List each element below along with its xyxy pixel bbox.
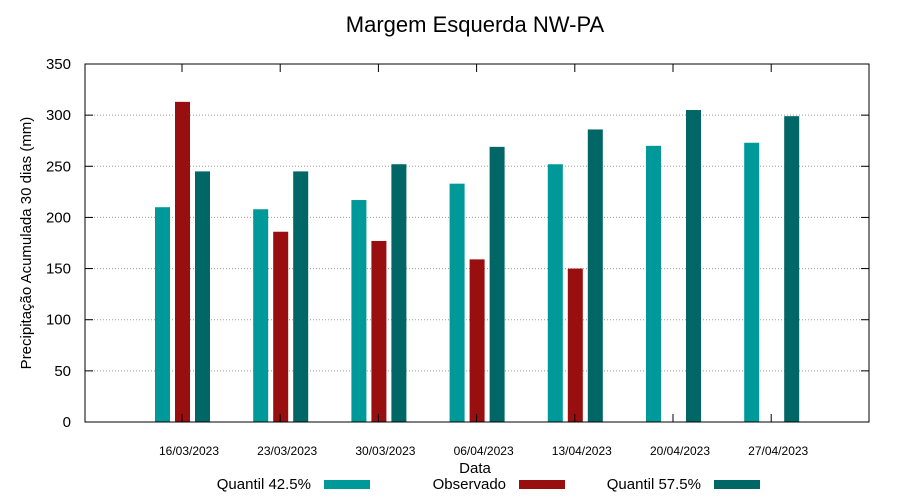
- y-tick-label: 150: [46, 261, 71, 278]
- legend-swatch: [519, 480, 565, 489]
- y-tick-label: 200: [46, 209, 71, 226]
- bar: [351, 200, 367, 422]
- x-tick-label: 16/03/2023: [159, 444, 219, 458]
- x-tick-label: 20/04/2023: [650, 444, 710, 458]
- bar: [587, 129, 603, 422]
- bar: [449, 183, 465, 422]
- legend-label: Observado: [433, 476, 506, 493]
- x-axis-ticks: 16/03/2023 23/03/2023 30/03/2023 06/04/2023…: [159, 64, 809, 458]
- bar: [391, 164, 407, 423]
- x-axis-label: Data: [459, 460, 491, 477]
- legend-label: Quantil 42.5%: [217, 476, 311, 493]
- bar: [489, 146, 505, 422]
- bar: [469, 259, 485, 422]
- bar: [744, 142, 760, 422]
- legend-swatch: [714, 480, 760, 489]
- x-tick-label: 13/04/2023: [552, 444, 612, 458]
- y-axis-label: Precipitação Acumulada 30 dias (mm): [18, 117, 35, 370]
- x-tick-label: 30/03/2023: [355, 444, 415, 458]
- bars: [155, 101, 800, 423]
- x-tick-label: 06/04/2023: [454, 444, 514, 458]
- y-tick-label: 350: [46, 56, 71, 73]
- bar: [155, 207, 170, 422]
- y-tick-label: 250: [46, 158, 71, 175]
- bar: [686, 110, 701, 423]
- legend-label: Quantil 57.5%: [607, 476, 701, 493]
- bar: [646, 145, 661, 423]
- x-tick-label: 27/04/2023: [748, 444, 808, 458]
- x-tick-label: 23/03/2023: [257, 444, 317, 458]
- bar: [547, 164, 563, 423]
- legend-swatch: [324, 480, 370, 489]
- bar: [253, 209, 269, 422]
- bar: [195, 171, 210, 422]
- y-tick-label: 100: [46, 312, 71, 329]
- chart-title: Margem Esquerda NW-PA: [346, 12, 605, 37]
- y-tick-label: 0: [63, 414, 71, 431]
- legend: Quantil 42.5% Observado Quantil 57.5%: [217, 476, 760, 493]
- bar: [784, 116, 800, 422]
- y-tick-label: 50: [54, 363, 71, 380]
- bar: [293, 171, 309, 422]
- bar: [567, 268, 583, 422]
- y-axis-ticks: 0 50 100 150 200 250 300 350: [46, 56, 869, 431]
- y-tick-label: 300: [46, 107, 71, 124]
- bar: [273, 231, 289, 422]
- bar: [371, 240, 387, 422]
- bar: [175, 101, 190, 423]
